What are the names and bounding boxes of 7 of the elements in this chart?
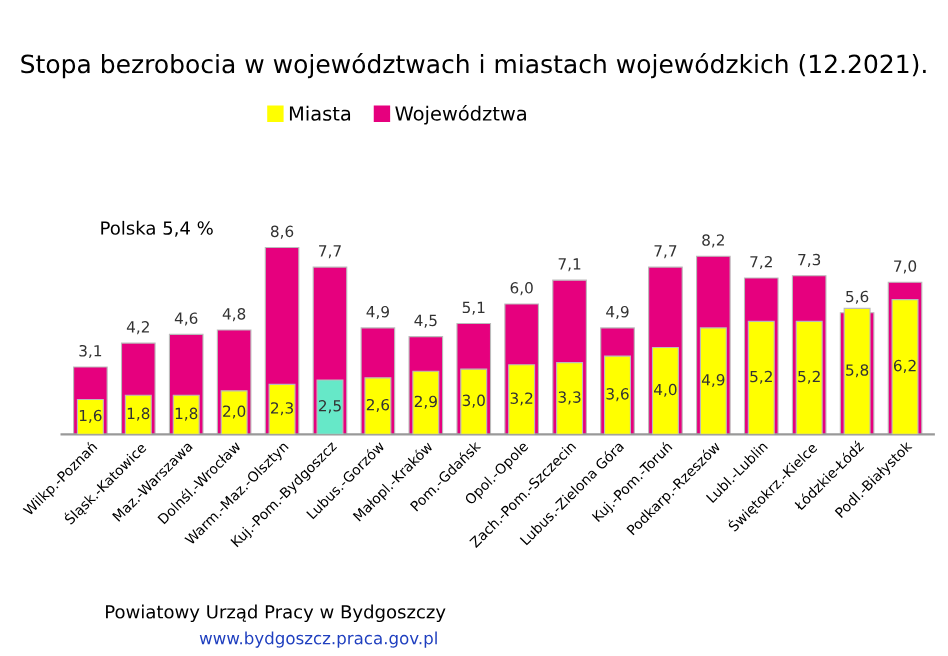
text: Powiatowy Urząd Pracy w Bydgoszczy <box>106 604 446 623</box>
text: www.bydgoszcz.praca.gov.pl <box>199 631 437 648</box>
text: Polska 5,4 % <box>101 220 213 237</box>
bar <box>843 307 871 435</box>
legend-label: Miasta <box>289 105 351 121</box>
legend-label: Województwa <box>395 105 526 125</box>
chart-title: Stopa bezrobocia w województwach i miastach wojewódzkich (12.2021). <box>21 53 926 79</box>
